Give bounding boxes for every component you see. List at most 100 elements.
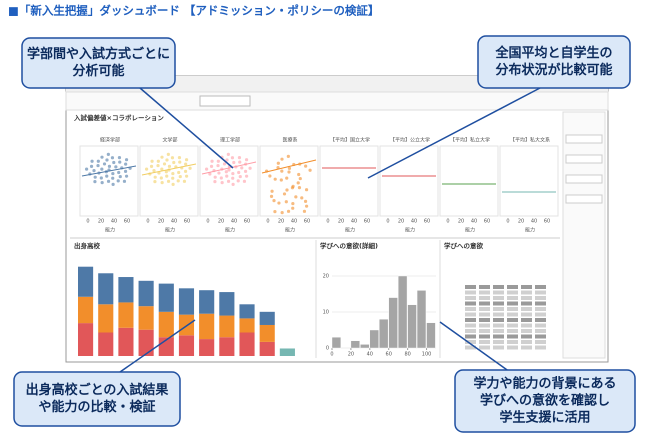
bar-segment (138, 329, 154, 356)
pane-tick-label: 40 (171, 219, 177, 225)
pane-tick-label: 20 (278, 219, 284, 225)
callout-text: 分析可能 (72, 63, 124, 79)
scatter-dot (291, 184, 295, 189)
pane (199, 145, 259, 217)
scatter-dot (276, 165, 280, 170)
callout-text: 学びへの意欲を確認し (480, 393, 610, 409)
scatter-dot (231, 171, 235, 176)
bar-segment (98, 273, 114, 305)
scatter-dot (111, 176, 115, 180)
table-cell (507, 307, 518, 311)
histogram-bar (360, 344, 370, 349)
table-cell (465, 301, 476, 306)
arrow (439, 321, 511, 373)
scatter-dot (182, 179, 187, 183)
table-cell (535, 296, 546, 300)
table-cell (493, 296, 504, 300)
pane-tick-label: 40 (111, 219, 117, 225)
scatter-dot (170, 156, 175, 160)
scatter-dot (238, 174, 242, 179)
pane-tick-label: 60 (184, 219, 190, 225)
histogram-bar (350, 340, 360, 349)
scatter-dot (286, 154, 290, 159)
scatter-dot (166, 179, 171, 183)
bar-segment (219, 292, 235, 316)
filter-box[interactable] (565, 154, 603, 164)
scatter-dot (105, 158, 109, 162)
scatter-dot (116, 179, 120, 183)
table-cell (507, 340, 518, 344)
bar-segment (138, 306, 154, 330)
scatter-dot (287, 170, 291, 174)
pane-tick-label: 40 (531, 219, 537, 225)
scatter-dot (156, 159, 160, 163)
bar-segment (259, 324, 275, 342)
scatter-dot (237, 170, 241, 175)
histogram-bar (331, 337, 342, 349)
table-cell (521, 340, 532, 344)
scatter-dot (220, 180, 224, 185)
scatter-dot (188, 166, 192, 170)
table-cell (535, 334, 546, 339)
scatter-dot (124, 174, 129, 178)
table-cell (479, 334, 490, 339)
table-cell (535, 301, 546, 306)
pane (319, 145, 379, 217)
table-cell (479, 296, 490, 300)
pane-axis-title: 能力 (345, 227, 355, 234)
pane (79, 145, 139, 217)
scatter-dot (110, 156, 115, 160)
table-cell (535, 312, 546, 317)
table-cell (465, 345, 476, 350)
scatter-dot (90, 159, 94, 163)
filter-box[interactable] (565, 174, 603, 184)
scatter-dot (117, 170, 121, 175)
scatter-dot (287, 166, 292, 170)
scatter-dot (243, 169, 248, 173)
scatter-dot (172, 160, 176, 165)
scatter-dot (159, 176, 163, 180)
filter-box[interactable] (565, 134, 603, 144)
scatter-dot (210, 159, 214, 163)
table-cell (507, 323, 518, 328)
histogram-bar (397, 275, 408, 349)
scatter-dot (268, 174, 272, 178)
scatter-dot (96, 159, 100, 163)
histogram-bar (369, 329, 379, 349)
pane-tick-label: 60 (544, 219, 550, 225)
pane-axis-title: 能力 (525, 227, 535, 234)
table-cell (465, 334, 476, 339)
bar-segment (78, 323, 94, 356)
scatter-dot (100, 155, 104, 159)
scatter-dot (166, 152, 170, 157)
panel-title: 出身高校 (74, 241, 101, 250)
callout-box (477, 35, 631, 89)
pane-tick-label: 60 (124, 219, 130, 225)
pane-tick-label: 60 (484, 219, 490, 225)
table-cell (465, 290, 476, 295)
table-cell (493, 301, 504, 306)
bar-segment (259, 341, 275, 356)
filter-list (565, 134, 603, 204)
table-cell (507, 318, 518, 322)
scatter-dot (308, 168, 312, 172)
table-cell (521, 323, 532, 328)
filter-box[interactable] (565, 194, 603, 204)
scatter-dot (160, 167, 164, 171)
bar-segment (178, 288, 195, 315)
scatter-dot (117, 155, 122, 160)
pane-axis-title: 能力 (285, 227, 295, 234)
pane-tick-label: 20 (398, 219, 404, 225)
pane-tick-label: 0 (506, 219, 509, 225)
view-dropdown[interactable] (199, 95, 251, 107)
scatter-dot (204, 167, 209, 171)
pane (139, 145, 199, 217)
scatter-dot (177, 170, 181, 175)
scatter-dot (285, 188, 289, 192)
scatter-dot (280, 157, 284, 161)
table-cell (507, 290, 518, 295)
scatter-dot (277, 201, 281, 205)
callout-box (13, 371, 181, 427)
table-cell (493, 318, 504, 322)
